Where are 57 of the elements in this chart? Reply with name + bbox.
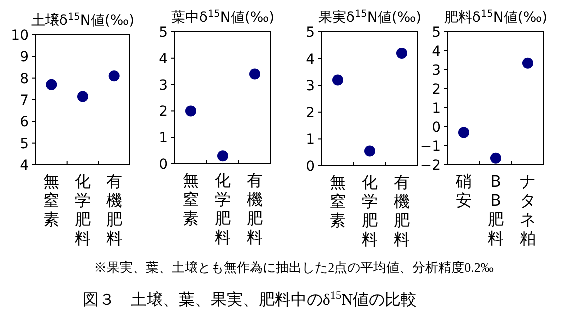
y-tick-label: 1	[306, 132, 315, 148]
y-tick-label: −1	[420, 139, 441, 155]
text: ※果実、葉、土壌とも無作為に抽出した2点の平均値、分析精度0.2‰	[94, 260, 494, 275]
y-tick-label: 7	[20, 93, 29, 109]
x-tick-label: 有機肥料	[106, 172, 122, 248]
y-tick-label: 4	[432, 44, 442, 60]
chart-title: 果実δ$^{15}$N値(‰)	[318, 8, 422, 26]
y-tick-label: 6	[20, 114, 30, 131]
x-tick-label: 有機肥料	[394, 173, 410, 249]
point	[108, 70, 120, 82]
chart-title: 肥料δ$^{15}$N値(‰)	[444, 8, 548, 26]
y-tick-label: 5	[159, 25, 168, 41]
point	[364, 146, 376, 157]
y-tick-label: 5	[306, 25, 315, 41]
y-tick-label: 0	[159, 157, 168, 173]
y-tick-label: 3	[432, 63, 441, 79]
point	[490, 152, 502, 164]
y-tick-label: 2	[159, 104, 168, 120]
y-tick-label: −2	[420, 158, 441, 174]
x-tick-label: 化学肥料	[362, 173, 378, 249]
x-tick-label: 無窒素	[330, 173, 346, 230]
point	[458, 127, 470, 138]
point	[78, 91, 88, 102]
point	[46, 79, 58, 90]
y-tick-label: 3	[159, 78, 168, 94]
point	[250, 68, 260, 80]
y-tick-label: 5	[432, 25, 441, 41]
point	[522, 58, 534, 69]
y-tick-label: 0	[432, 120, 441, 136]
x-tick-label: 硝安	[455, 172, 472, 210]
x-tick-label: ナタネ粕	[520, 172, 536, 248]
y-tick-label: 2	[432, 82, 441, 98]
y-tick-label: 3	[306, 78, 315, 95]
chart-title: 葉中δ$^{15}$N値(‰)	[171, 8, 275, 26]
x-tick-label: 無窒素	[44, 172, 60, 229]
x-tick-label: 無窒素	[183, 171, 199, 228]
chart-title: 土壌δ$^{15}$N値(‰)	[31, 12, 135, 29]
x-tick-label: 有機肥料	[247, 171, 263, 247]
y-tick-label: 1	[432, 101, 441, 117]
y-tick-label: 4	[159, 51, 168, 68]
y-tick-label: 5	[20, 136, 29, 152]
y-tick-label: 2	[306, 105, 315, 122]
y-tick-label: 4	[20, 158, 30, 174]
x-tick-label: 化学肥料	[215, 171, 231, 247]
x-tick-label: BB肥料	[488, 172, 504, 248]
point	[186, 106, 196, 117]
caption: 図３ 土壌、葉、果実、肥料中のδ$^{15}$N値の比較	[82, 290, 418, 309]
point	[218, 150, 228, 162]
y-tick-label: 0	[306, 159, 315, 175]
x-tick-label: 化学肥料	[75, 172, 91, 248]
y-tick-label: 1	[159, 130, 168, 147]
y-tick-label: 4	[306, 52, 316, 68]
y-tick-label: 9	[20, 50, 29, 66]
point	[396, 48, 408, 59]
y-tick-label: 8	[20, 71, 29, 88]
point	[332, 74, 344, 86]
y-tick-label: 10	[11, 28, 29, 44]
